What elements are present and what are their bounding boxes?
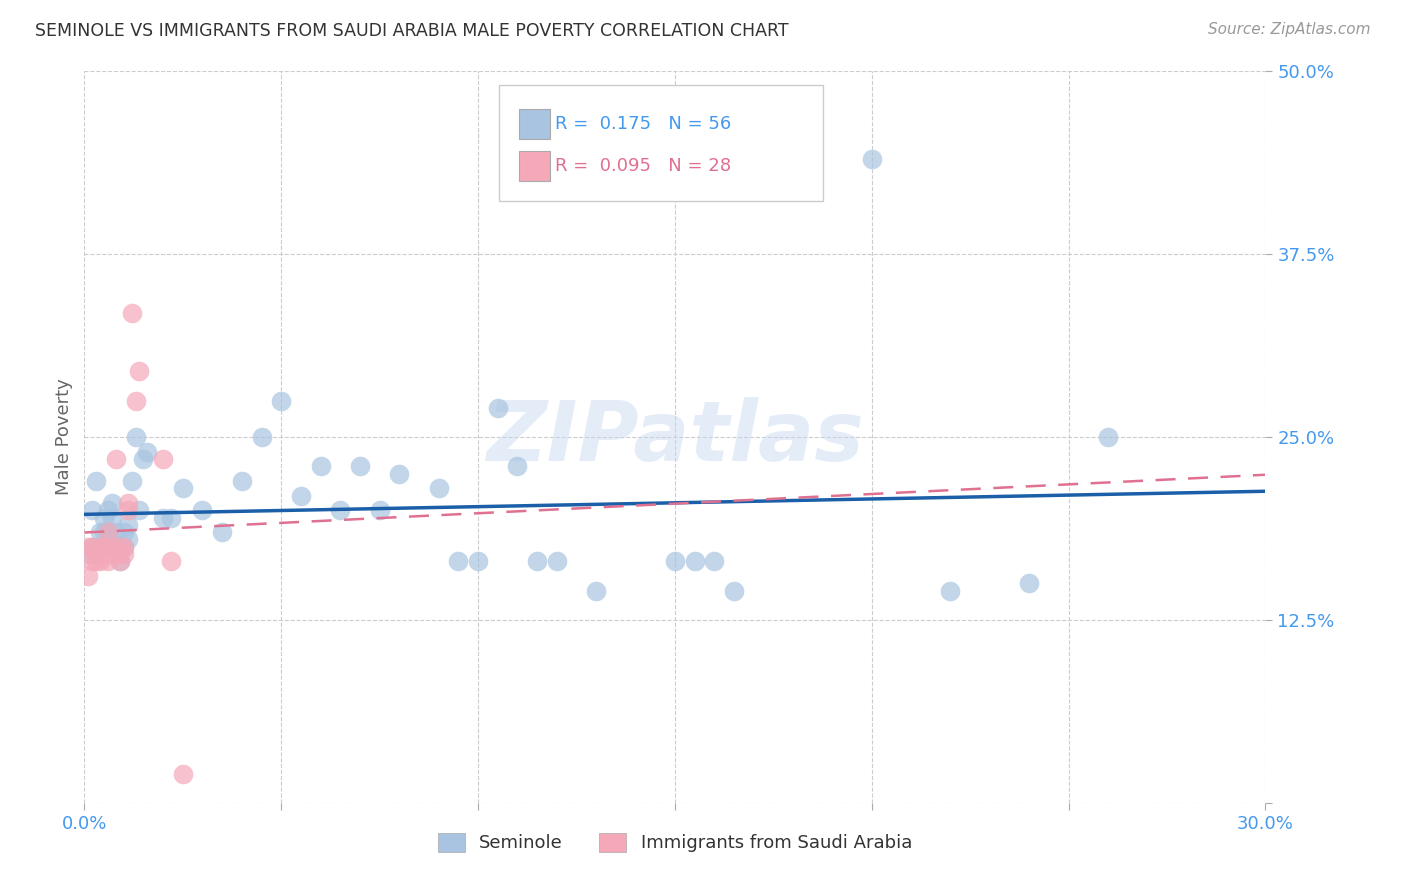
Point [1097,430,1119,444]
Point [89,540,111,554]
Point [117,503,139,517]
Point [117,533,139,547]
Text: R =  0.175   N = 56: R = 0.175 N = 56 [555,115,731,133]
Point [77,547,100,561]
Text: SEMINOLE VS IMMIGRANTS FROM SAUDI ARABIA MALE POVERTY CORRELATION CHART: SEMINOLE VS IMMIGRANTS FROM SAUDI ARABIA… [35,22,789,40]
Point [93,525,115,540]
Point [108,540,131,554]
Point [77,540,100,554]
Point [939,583,962,598]
Point [93,547,115,561]
Point [160,510,183,524]
Point [1018,576,1040,591]
Point [329,503,352,517]
Point [664,554,686,568]
Point [112,540,135,554]
Point [101,496,124,510]
Point [290,489,312,503]
Point [506,459,529,474]
Point [112,525,135,540]
Text: R =  0.095   N = 28: R = 0.095 N = 28 [555,157,731,175]
Point [89,540,111,554]
Point [860,152,883,166]
Point [121,306,143,320]
Point [112,547,135,561]
Point [250,430,273,444]
Point [84,547,107,561]
Point [84,474,107,488]
Point [231,474,253,488]
Point [82,554,104,568]
Point [585,583,607,598]
Point [89,554,111,568]
Point [112,540,135,554]
Point [97,554,120,568]
Point [97,503,120,517]
Point [108,540,131,554]
Point [160,554,183,568]
Point [82,540,104,554]
Point [427,481,450,495]
Point [368,503,391,517]
Point [447,554,470,568]
Point [97,525,120,540]
Point [270,393,292,408]
Point [526,554,548,568]
Point [104,525,127,540]
Legend: Seminole, Immigrants from Saudi Arabia: Seminole, Immigrants from Saudi Arabia [430,826,920,860]
Point [104,547,127,561]
Point [101,547,124,561]
Point [683,554,706,568]
Point [703,554,725,568]
Point [124,430,146,444]
Point [132,452,155,467]
Point [77,569,100,583]
Point [388,467,411,481]
Point [172,481,194,495]
Point [108,554,131,568]
Y-axis label: Male Poverty: Male Poverty [55,379,73,495]
Point [191,503,214,517]
Point [172,766,194,780]
Point [152,452,174,467]
Point [82,540,104,554]
Point [211,525,233,540]
Text: Source: ZipAtlas.com: Source: ZipAtlas.com [1208,22,1371,37]
Point [723,583,745,598]
Point [546,554,568,568]
Point [121,474,143,488]
Point [93,540,115,554]
Point [82,503,104,517]
Point [93,510,115,524]
Point [108,554,131,568]
Point [309,459,332,474]
Point [84,554,107,568]
Text: ZIPatlas: ZIPatlas [486,397,863,477]
Point [97,525,120,540]
Point [136,444,159,458]
Point [101,540,124,554]
Point [117,517,139,532]
Point [467,554,489,568]
Point [486,401,509,415]
Point [84,540,107,554]
Point [104,452,127,467]
Point [152,510,174,524]
Point [128,503,150,517]
Point [89,525,111,540]
Point [124,393,146,408]
Point [101,510,124,524]
Point [104,540,127,554]
Point [349,459,371,474]
Point [128,364,150,378]
Point [117,496,139,510]
